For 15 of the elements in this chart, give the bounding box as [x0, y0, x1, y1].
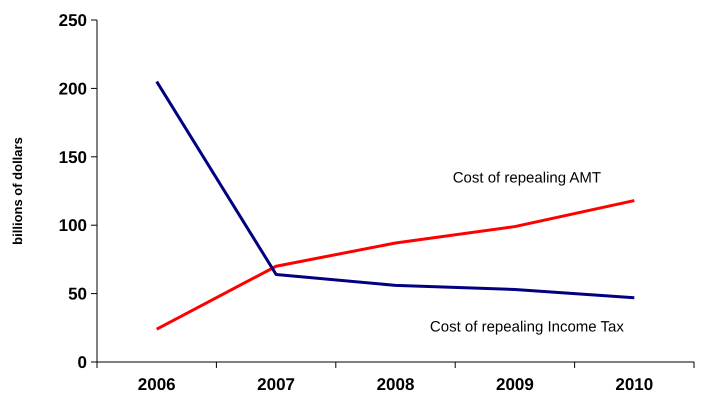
y-tick-label: 0: [78, 352, 87, 372]
x-tick-label: 2008: [376, 375, 414, 394]
series-label: Cost of repealing Income Tax: [430, 318, 624, 336]
x-tick-label: 2006: [138, 375, 176, 394]
x-tick-label: 2010: [615, 375, 654, 394]
y-tick-label: 250: [58, 10, 87, 30]
series-label: Cost of repealing AMT: [452, 170, 602, 187]
y-tick-label: 100: [58, 216, 87, 236]
x-tick-label: 2007: [257, 375, 296, 394]
y-tick-label: 50: [68, 284, 87, 304]
y-tick-label: 150: [58, 148, 87, 167]
y-axis-title: billions of dollars: [10, 137, 25, 245]
line-series: [155, 80, 636, 300]
x-tick-label: 2009: [496, 375, 534, 394]
y-tick-label: 200: [58, 79, 87, 98]
